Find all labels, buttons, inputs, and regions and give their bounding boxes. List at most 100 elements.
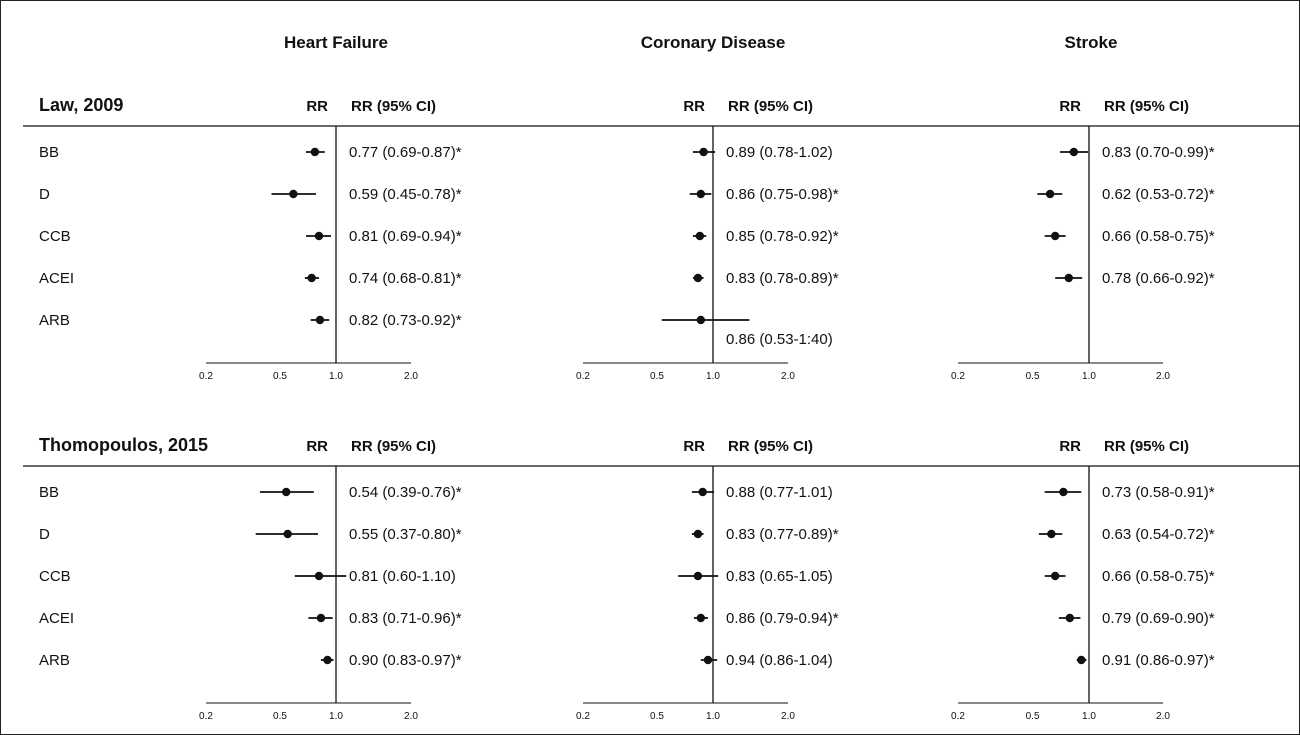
drug-class-label: ACEI — [39, 270, 74, 287]
tick-label: 1.0 — [1082, 371, 1096, 382]
rr-ci-value: 0.81 (0.69-0.94)* — [349, 228, 462, 245]
point-estimate — [696, 613, 706, 623]
rr-subheader: RR — [306, 438, 328, 455]
rr-subheader: RR — [1059, 438, 1081, 455]
rr-ci-value: 0.94 (0.86-1.04) — [726, 652, 833, 669]
rr-subheader: RR — [306, 98, 328, 115]
drug-class-label: D — [39, 186, 50, 203]
tick-label: 0.2 — [199, 371, 213, 382]
point-estimate — [307, 273, 316, 283]
rr-ci-value: 0.74 (0.68-0.81)* — [349, 270, 462, 287]
point-estimate — [1050, 231, 1060, 241]
point-estimate — [1047, 529, 1056, 539]
rr-ci-value: 0.86 (0.79-0.94)* — [726, 610, 839, 627]
point-estimate — [1069, 147, 1079, 157]
tick-label: 1.0 — [706, 711, 720, 722]
tick-label: 2.0 — [404, 711, 418, 722]
tick-label: 0.5 — [273, 371, 287, 382]
rr-ci-value: 0.79 (0.69-0.90)* — [1102, 610, 1215, 627]
point-estimate — [283, 529, 292, 539]
rr-ci-subheader: RR (95% CI) — [351, 438, 436, 455]
rr-ci-value: 0.89 (0.78-1.02) — [726, 144, 833, 161]
rr-ci-value: 0.83 (0.65-1.05) — [726, 568, 833, 585]
tick-label: 0.5 — [650, 711, 664, 722]
drug-class-label: ACEI — [39, 610, 74, 627]
tick-label: 0.2 — [199, 711, 213, 722]
point-estimate — [1045, 189, 1055, 199]
rr-ci-value: 0.78 (0.66-0.92)* — [1102, 270, 1215, 287]
tick-label: 0.5 — [1026, 711, 1040, 722]
tick-label: 1.0 — [1082, 711, 1096, 722]
drug-class-label: BB — [39, 144, 59, 161]
point-estimate — [323, 655, 332, 665]
drug-class-label: D — [39, 526, 50, 543]
drug-class-label: CCB — [39, 228, 71, 245]
point-estimate — [310, 147, 320, 157]
rr-ci-value: 0.59 (0.45-0.78)* — [349, 186, 462, 203]
point-estimate — [703, 655, 713, 665]
drug-class-label: ARB — [39, 312, 70, 329]
tick-label: 0.5 — [650, 371, 664, 382]
rr-ci-value: 0.66 (0.58-0.75)* — [1102, 568, 1215, 585]
point-estimate — [1064, 273, 1073, 283]
tick-label: 2.0 — [781, 371, 795, 382]
rr-subheader: RR — [1059, 98, 1081, 115]
outcome-header: Stroke — [1065, 33, 1118, 52]
tick-label: 0.2 — [951, 371, 965, 382]
point-estimate — [315, 315, 325, 325]
rr-ci-value: 0.83 (0.77-0.89)* — [726, 526, 839, 543]
rr-ci-value: 0.73 (0.58-0.91)* — [1102, 484, 1215, 501]
drug-class-label: BB — [39, 484, 59, 501]
rr-ci-value: 0.66 (0.58-0.75)* — [1102, 228, 1215, 245]
rr-ci-subheader: RR (95% CI) — [1104, 438, 1189, 455]
point-estimate — [314, 231, 324, 241]
rr-ci-value: 0.63 (0.54-0.72)* — [1102, 526, 1215, 543]
rr-ci-value: 0.83 (0.71-0.96)* — [349, 610, 462, 627]
point-estimate — [282, 487, 291, 497]
rr-ci-value: 0.77 (0.69-0.87)* — [349, 144, 462, 161]
point-estimate — [696, 315, 706, 325]
rr-ci-value: 0.91 (0.86-0.97)* — [1102, 652, 1215, 669]
rr-ci-value: 0.83 (0.78-0.89)* — [726, 270, 839, 287]
tick-label: 0.2 — [576, 711, 590, 722]
tick-label: 0.2 — [576, 371, 590, 382]
rr-ci-value: 0.88 (0.77-1.01) — [726, 484, 833, 501]
tick-label: 2.0 — [781, 711, 795, 722]
rr-ci-value: 0.90 (0.83-0.97)* — [349, 652, 462, 669]
tick-label: 1.0 — [329, 711, 343, 722]
rr-ci-subheader: RR (95% CI) — [728, 98, 813, 115]
point-estimate — [698, 487, 707, 497]
tick-label: 2.0 — [404, 371, 418, 382]
rr-ci-value: 0.85 (0.78-0.92)* — [726, 228, 839, 245]
rr-ci-value: 0.62 (0.53-0.72)* — [1102, 186, 1215, 203]
point-estimate — [693, 273, 703, 283]
point-estimate — [314, 571, 324, 581]
point-estimate — [316, 613, 326, 623]
rr-subheader: RR — [683, 98, 705, 115]
point-estimate — [693, 571, 703, 581]
point-estimate — [1065, 613, 1075, 623]
tick-label: 1.0 — [706, 371, 720, 382]
study-header: Thomopoulos, 2015 — [39, 435, 208, 455]
rr-ci-value: 0.54 (0.39-0.76)* — [349, 484, 462, 501]
point-estimate — [695, 231, 705, 241]
outcome-header: Heart Failure — [284, 33, 388, 52]
point-estimate — [289, 189, 298, 199]
point-estimate — [1077, 655, 1086, 665]
drug-class-label: CCB — [39, 568, 71, 585]
rr-ci-subheader: RR (95% CI) — [1104, 98, 1189, 115]
point-estimate — [693, 529, 703, 539]
tick-label: 2.0 — [1156, 711, 1170, 722]
study-header: Law, 2009 — [39, 95, 123, 115]
rr-ci-value: 0.83 (0.70-0.99)* — [1102, 144, 1215, 161]
drug-class-label: ARB — [39, 652, 70, 669]
rr-ci-value: 0.82 (0.73-0.92)* — [349, 312, 462, 329]
tick-label: 0.5 — [273, 711, 287, 722]
rr-ci-value: 0.81 (0.60-1.10) — [349, 568, 456, 585]
tick-label: 1.0 — [329, 371, 343, 382]
rr-ci-value: 0.86 (0.53-1:40) — [726, 331, 833, 348]
rr-subheader: RR — [683, 438, 705, 455]
point-estimate — [699, 147, 708, 157]
point-estimate — [696, 189, 706, 199]
